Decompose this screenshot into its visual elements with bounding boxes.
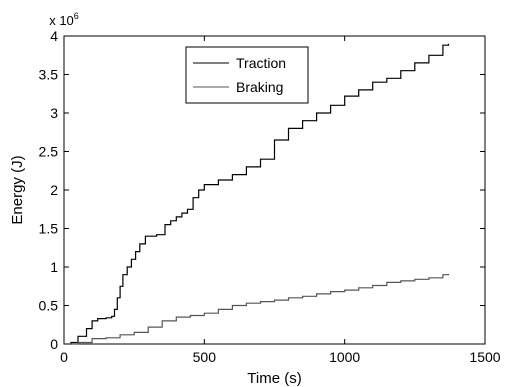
x-tick-label: 0 [60,349,68,365]
y-tick-label: 4 [50,28,58,44]
legend-box [185,46,309,104]
series-line-traction [64,43,450,345]
legend: Traction Braking [185,46,309,104]
y-multiplier-exponent: 6 [74,11,79,21]
series-line-braking [64,273,450,345]
series-layer [64,43,450,345]
x-axis-label: Time (s) [247,370,301,387]
y-tick-label: 0.5 [39,298,59,314]
ticks-layer: 0 500 1000 1500 0 0.5 1 1.5 2 2.5 3 3.5 4 [39,28,501,365]
y-tick-label: 1 [50,259,58,275]
y-tick-label: 3 [50,105,58,121]
legend-label-braking: Braking [236,79,283,95]
y-multiplier-label: x 106 [49,11,79,28]
x-tick-label: 1000 [329,349,360,365]
y-tick-label: 1.5 [39,221,59,237]
y-tick-label: 2 [50,182,58,198]
legend-label-traction: Traction [236,55,286,71]
y-tick-label: 3.5 [39,67,59,83]
y-multiplier-prefix: x 10 [49,13,74,28]
y-axis-label: Energy (J) [9,155,26,224]
x-tick-label: 500 [193,349,217,365]
y-tick-label: 2.5 [39,144,59,160]
x-tick-label: 1500 [469,349,500,365]
y-tick-label: 0 [50,336,58,352]
